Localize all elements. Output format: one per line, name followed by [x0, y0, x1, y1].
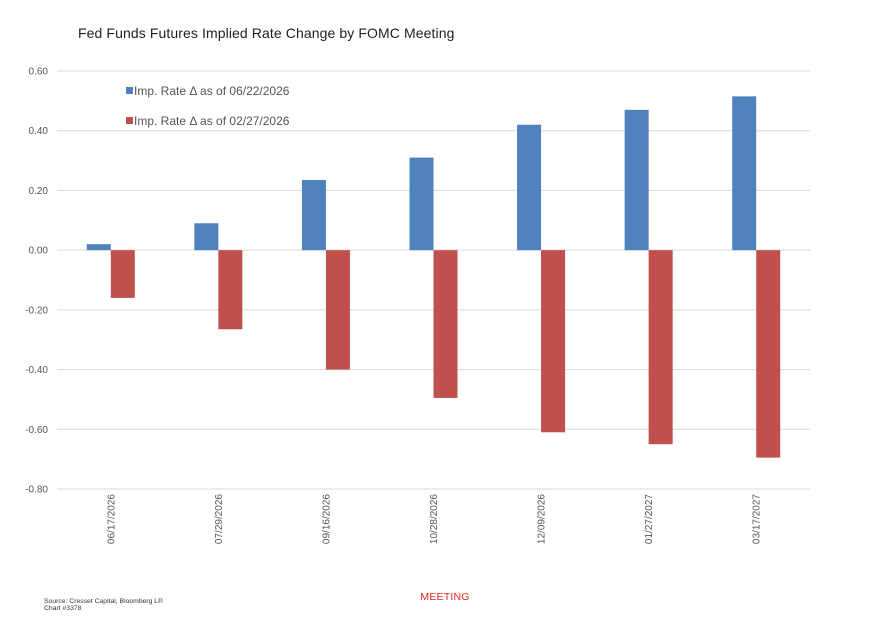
bar-series-1-3	[301, 179, 326, 251]
x-tick-label: 07/29/2026	[214, 494, 225, 544]
y-tick-label: 0.20	[29, 186, 49, 197]
chart-number: Chart #3378	[44, 605, 82, 613]
x-axis-ticks: 06/17/2026 07/29/2026 09/16/2026 10/28/2026…	[106, 494, 762, 544]
bar-series-2-5	[541, 250, 566, 433]
y-tick-label: -0.20	[25, 305, 48, 316]
legend-swatch-2	[126, 117, 133, 124]
bar-series-1-5	[517, 124, 542, 251]
source-note: Source: Cresset Capital, Bloomberg LP. C…	[44, 598, 164, 613]
y-tick-label: 0.60	[29, 67, 49, 78]
bar-series-2-3	[325, 250, 350, 370]
bar-series-2-7	[756, 250, 781, 458]
y-tick-label: 0.40	[29, 126, 49, 137]
x-tick-label: 03/17/2027	[752, 494, 763, 544]
x-tick-label: 06/17/2026	[106, 494, 117, 544]
y-tick-label: -0.80	[25, 485, 48, 496]
bar-series-1-6	[624, 109, 649, 251]
bar-series-1-7	[732, 96, 757, 251]
legend-swatch-1	[126, 87, 133, 94]
bars	[86, 96, 781, 458]
source-line: Source: Cresset Capital, Bloomberg LP.	[44, 598, 164, 605]
x-tick-label: 12/09/2026	[537, 494, 548, 544]
legend-label-1: Imp. Rate Δ as of 06/22/2026	[134, 84, 290, 98]
x-tick-label: 10/28/2026	[429, 494, 440, 544]
bar-series-2-2	[218, 250, 243, 330]
chart-title: Fed Funds Futures Implied Rate Change by…	[78, 25, 455, 41]
bar-series-2-4	[433, 250, 458, 398]
legend: Imp. Rate Δ as of 06/22/2026 Imp. Rate Δ …	[126, 84, 290, 128]
x-tick-label: 09/16/2026	[321, 494, 332, 544]
bar-series-2-1	[110, 250, 135, 298]
y-axis-ticks: 0.60 0.40 0.20 0.00 -0.20 -0.40 -0.60 -0.80	[25, 67, 48, 496]
bar-series-2-6	[648, 250, 673, 445]
bar-series-1-4	[409, 157, 434, 251]
bar-series-1-2	[194, 223, 219, 251]
y-tick-label: 0.00	[29, 246, 49, 257]
bar-series-1-1	[86, 244, 111, 251]
y-tick-label: -0.40	[25, 365, 48, 376]
legend-label-2: Imp. Rate Δ as of 02/27/2026	[134, 114, 290, 128]
x-axis-title: MEETING	[420, 591, 470, 603]
x-tick-label: 01/27/2027	[644, 494, 655, 544]
y-tick-label: -0.60	[25, 425, 48, 436]
